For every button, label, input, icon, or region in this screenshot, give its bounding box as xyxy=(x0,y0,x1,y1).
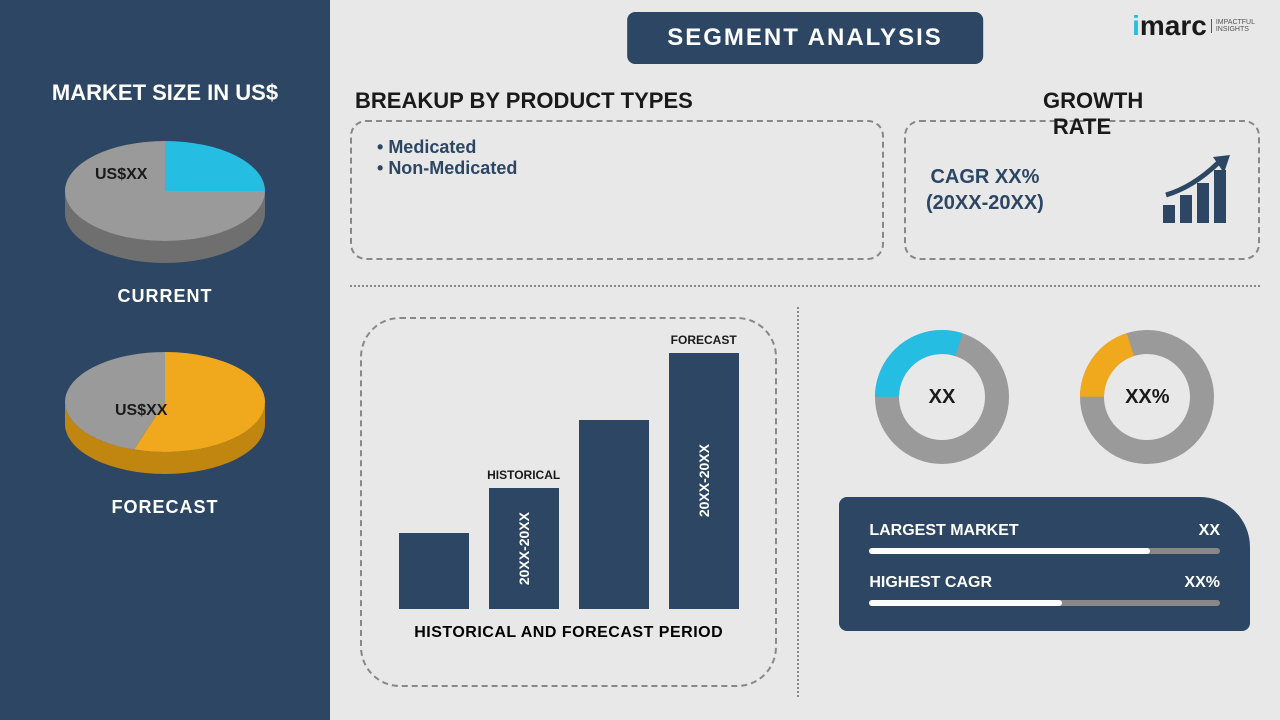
breakup-item: Non-Medicated xyxy=(377,158,857,179)
highest-cagr-label: HIGHEST CAGR xyxy=(869,574,992,592)
pie-current: US$XX CURRENT xyxy=(55,136,275,307)
pie-current-label: CURRENT xyxy=(118,286,213,307)
breakup-box: MedicatedNon-Medicated xyxy=(350,120,884,260)
hist-bar: 20XX-20XXHISTORICAL xyxy=(489,488,559,610)
hist-bar xyxy=(579,420,649,609)
pie-forecast-label: FORECAST xyxy=(112,497,219,518)
donut-1-center: XX xyxy=(929,386,956,409)
growth-icon xyxy=(1158,155,1238,225)
largest-market-label: LARGEST MARKET xyxy=(869,522,1018,540)
growth-title: GROWTH RATE xyxy=(1043,88,1121,140)
donut-2: XX% xyxy=(1077,327,1217,467)
market-size-title: MARKET SIZE IN US$ xyxy=(52,80,278,106)
donut-2-center: XX% xyxy=(1125,386,1169,409)
hist-bar: 20XX-20XXFORECAST xyxy=(669,353,739,610)
hist-caption: HISTORICAL AND FORECAST PERIOD xyxy=(414,624,723,642)
logo: imarc IMPACTFULINSIGHTS xyxy=(1132,10,1255,42)
hist-bar xyxy=(399,533,469,609)
breakup-title: BREAKUP BY PRODUCT TYPES xyxy=(355,88,693,114)
growth-box: CAGR XX% (20XX-20XX) xyxy=(904,120,1260,260)
pie-forecast: US$XX FORECAST xyxy=(55,347,275,518)
largest-market-value: XX xyxy=(1199,522,1220,540)
donut-1: XX xyxy=(872,327,1012,467)
historical-forecast-box: 20XX-20XXHISTORICAL 20XX-20XXFORECAST HIS… xyxy=(360,317,777,687)
banner-title: SEGMENT ANALYSIS xyxy=(627,12,983,64)
breakup-item: Medicated xyxy=(377,137,857,158)
highest-cagr-value: XX% xyxy=(1184,574,1220,592)
info-panel: LARGEST MARKET XX HIGHEST CAGR XX% xyxy=(839,497,1250,631)
growth-text: CAGR XX% (20XX-20XX) xyxy=(926,164,1044,216)
